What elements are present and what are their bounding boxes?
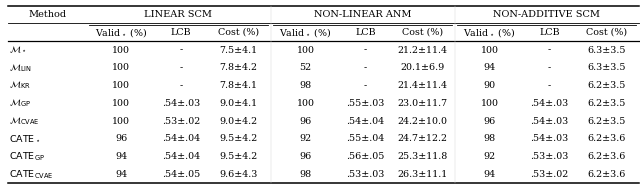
Text: 23.0±11.7: 23.0±11.7 xyxy=(397,99,447,108)
Text: 9.5±4.2: 9.5±4.2 xyxy=(219,152,257,161)
Text: LCB: LCB xyxy=(171,28,191,37)
Text: 94: 94 xyxy=(484,170,495,179)
Text: 24.2±10.0: 24.2±10.0 xyxy=(397,117,447,126)
Text: 7.8±4.2: 7.8±4.2 xyxy=(220,63,257,72)
Text: 6.2±3.6: 6.2±3.6 xyxy=(588,134,626,143)
Text: -: - xyxy=(364,81,367,90)
Text: -: - xyxy=(548,46,551,55)
Text: 100: 100 xyxy=(113,46,131,55)
Text: 98: 98 xyxy=(300,170,312,179)
Text: $\mathrm{CATE}_{\mathrm{GP}}$: $\mathrm{CATE}_{\mathrm{GP}}$ xyxy=(9,150,45,163)
Text: 100: 100 xyxy=(113,99,131,108)
Text: .55±.04: .55±.04 xyxy=(346,134,385,143)
Text: 9.0±4.1: 9.0±4.1 xyxy=(220,99,257,108)
Text: -: - xyxy=(364,46,367,55)
Text: 9.5±4.2: 9.5±4.2 xyxy=(219,134,257,143)
Text: 90: 90 xyxy=(484,81,495,90)
Text: 94: 94 xyxy=(484,63,495,72)
Text: 6.2±3.5: 6.2±3.5 xyxy=(588,117,626,126)
Text: 100: 100 xyxy=(296,46,314,55)
Text: .54±.04: .54±.04 xyxy=(162,152,200,161)
Text: Cost (%): Cost (%) xyxy=(586,28,627,37)
Text: .55±.03: .55±.03 xyxy=(346,99,385,108)
Text: Valid$_\star$ (%): Valid$_\star$ (%) xyxy=(279,26,332,39)
Text: .54±.03: .54±.03 xyxy=(162,99,200,108)
Text: $\mathcal{M}_{\mathrm{GP}}$: $\mathcal{M}_{\mathrm{GP}}$ xyxy=(9,98,31,109)
Text: Valid$_\star$ (%): Valid$_\star$ (%) xyxy=(463,26,516,39)
Text: 20.1±6.9: 20.1±6.9 xyxy=(400,63,445,72)
Text: 96: 96 xyxy=(115,134,127,143)
Text: 21.2±11.4: 21.2±11.4 xyxy=(397,46,447,55)
Text: .54±.04: .54±.04 xyxy=(162,134,200,143)
Text: 6.3±3.5: 6.3±3.5 xyxy=(588,63,626,72)
Text: .56±.05: .56±.05 xyxy=(346,152,385,161)
Text: -: - xyxy=(180,46,183,55)
Text: -: - xyxy=(180,81,183,90)
Text: 25.3±11.8: 25.3±11.8 xyxy=(397,152,447,161)
Text: 92: 92 xyxy=(300,134,312,143)
Text: 100: 100 xyxy=(113,117,131,126)
Text: 9.6±4.3: 9.6±4.3 xyxy=(219,170,257,179)
Text: 6.2±3.6: 6.2±3.6 xyxy=(588,152,626,161)
Text: 6.2±3.6: 6.2±3.6 xyxy=(588,170,626,179)
Text: -: - xyxy=(548,63,551,72)
Text: NON-ADDITIVE SCM: NON-ADDITIVE SCM xyxy=(493,10,600,19)
Text: .54±.05: .54±.05 xyxy=(162,170,200,179)
Text: 7.5±4.1: 7.5±4.1 xyxy=(220,46,257,55)
Text: 94: 94 xyxy=(115,170,127,179)
Text: 94: 94 xyxy=(115,152,127,161)
Text: -: - xyxy=(548,81,551,90)
Text: 26.3±11.1: 26.3±11.1 xyxy=(397,170,447,179)
Text: NON-LINEAR ANM: NON-LINEAR ANM xyxy=(314,10,412,19)
Text: Valid$_\star$ (%): Valid$_\star$ (%) xyxy=(95,26,148,39)
Text: 6.3±3.5: 6.3±3.5 xyxy=(588,46,626,55)
Text: $\mathrm{CATE}_{\mathrm{CVAE}}$: $\mathrm{CATE}_{\mathrm{CVAE}}$ xyxy=(9,168,54,181)
Text: 6.2±3.5: 6.2±3.5 xyxy=(588,99,626,108)
Text: Cost (%): Cost (%) xyxy=(218,28,259,37)
Text: 52: 52 xyxy=(300,63,312,72)
Text: 100: 100 xyxy=(113,81,131,90)
Text: 6.2±3.5: 6.2±3.5 xyxy=(588,81,626,90)
Text: 100: 100 xyxy=(481,46,499,55)
Text: 100: 100 xyxy=(481,99,499,108)
Text: .53±.03: .53±.03 xyxy=(346,170,385,179)
Text: .54±.04: .54±.04 xyxy=(346,117,385,126)
Text: $\mathrm{CATE}_\star$: $\mathrm{CATE}_\star$ xyxy=(9,134,40,144)
Text: 98: 98 xyxy=(484,134,495,143)
Text: .54±.03: .54±.03 xyxy=(531,99,568,108)
Text: LCB: LCB xyxy=(355,28,376,37)
Text: .54±.03: .54±.03 xyxy=(531,134,568,143)
Text: $\mathcal{M}_{\mathrm{KR}}$: $\mathcal{M}_{\mathrm{KR}}$ xyxy=(9,80,31,91)
Text: $\mathcal{M}_{\mathrm{LIN}}$: $\mathcal{M}_{\mathrm{LIN}}$ xyxy=(9,62,32,74)
Text: 92: 92 xyxy=(484,152,495,161)
Text: LINEAR SCM: LINEAR SCM xyxy=(145,10,212,19)
Text: $\mathcal{M}_{\mathrm{CVAE}}$: $\mathcal{M}_{\mathrm{CVAE}}$ xyxy=(9,115,40,127)
Text: LCB: LCB xyxy=(539,28,560,37)
Text: 21.4±11.4: 21.4±11.4 xyxy=(397,81,447,90)
Text: 96: 96 xyxy=(300,152,312,161)
Text: 9.0±4.2: 9.0±4.2 xyxy=(220,117,257,126)
Text: 96: 96 xyxy=(483,117,496,126)
Text: Cost (%): Cost (%) xyxy=(402,28,443,37)
Text: 24.7±12.2: 24.7±12.2 xyxy=(397,134,447,143)
Text: 7.8±4.1: 7.8±4.1 xyxy=(220,81,257,90)
Text: 100: 100 xyxy=(113,63,131,72)
Text: 96: 96 xyxy=(300,117,312,126)
Text: .54±.03: .54±.03 xyxy=(531,117,568,126)
Text: .53±.02: .53±.02 xyxy=(162,117,200,126)
Text: .53±.02: .53±.02 xyxy=(531,170,568,179)
Text: 100: 100 xyxy=(296,99,314,108)
Text: -: - xyxy=(364,63,367,72)
Text: -: - xyxy=(180,63,183,72)
Text: .53±.03: .53±.03 xyxy=(531,152,568,161)
Text: 98: 98 xyxy=(300,81,312,90)
Text: Method: Method xyxy=(28,10,66,19)
Text: $\mathcal{M}_\star$: $\mathcal{M}_\star$ xyxy=(9,45,27,55)
